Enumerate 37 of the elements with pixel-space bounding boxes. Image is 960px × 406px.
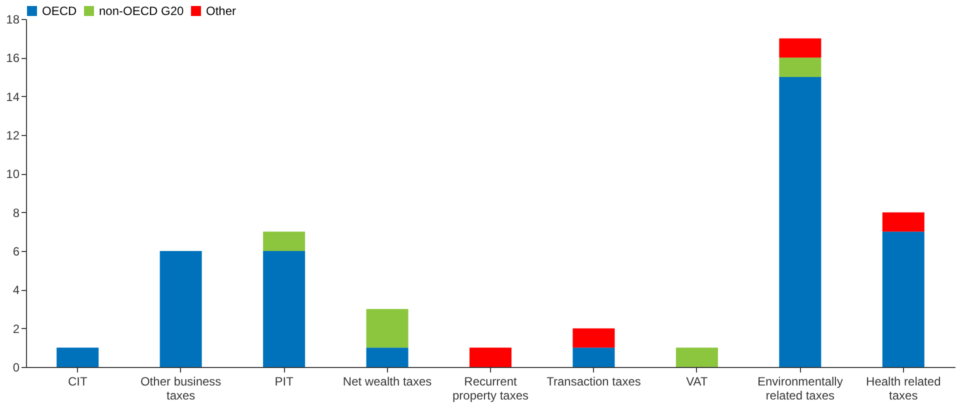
bar xyxy=(572,348,615,367)
bar xyxy=(572,328,615,348)
bar xyxy=(676,348,718,367)
x-tick-label: Recurrent property taxes xyxy=(452,374,529,402)
x-tick-label: Transaction taxes xyxy=(546,374,641,388)
bar xyxy=(779,77,822,367)
x-tick-label: VAT xyxy=(686,374,708,388)
x-tick-label: Other business taxes xyxy=(140,374,222,402)
y-tick-label: 2 xyxy=(12,322,20,336)
bar xyxy=(470,348,512,367)
y-tick-label: 6 xyxy=(12,244,20,258)
y-tick-label: 12 xyxy=(6,128,20,142)
y-tick-label: 10 xyxy=(6,167,20,182)
y-tick-label: 4 xyxy=(12,283,20,298)
y-tick-label: 18 xyxy=(6,12,20,26)
bar xyxy=(779,58,822,77)
bar xyxy=(263,232,306,251)
x-tick-label: Net wealth taxes xyxy=(342,374,432,388)
x-tick-label: Health related taxes xyxy=(866,374,941,402)
bar xyxy=(779,38,822,58)
bar xyxy=(366,348,408,367)
legend-label: OECD xyxy=(42,4,78,18)
legend-label: Other xyxy=(206,4,236,18)
bar xyxy=(882,232,924,367)
x-tick-label: Environmentally related taxes xyxy=(757,374,843,402)
bar xyxy=(366,309,408,348)
bar xyxy=(882,212,924,232)
y-tick-label: 8 xyxy=(12,206,20,220)
legend-label: non-OECD G20 xyxy=(99,4,184,18)
bar xyxy=(56,348,99,367)
bar xyxy=(263,251,306,367)
x-tick-label: PIT xyxy=(274,374,294,388)
y-tick-label: 16 xyxy=(6,51,20,66)
y-tick-label: 14 xyxy=(6,90,20,104)
y-tick-label: 0 xyxy=(12,360,20,374)
x-tick-label: CIT xyxy=(68,374,88,388)
bar xyxy=(160,251,202,367)
